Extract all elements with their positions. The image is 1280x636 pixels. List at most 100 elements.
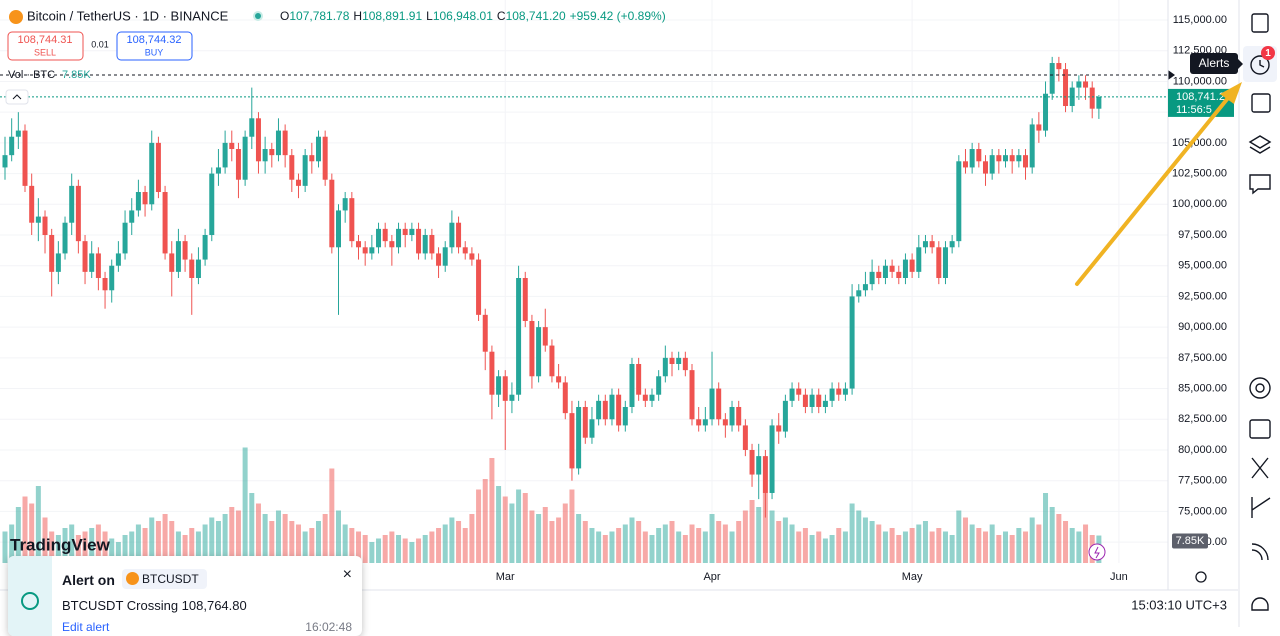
candle-body bbox=[489, 351, 495, 395]
volume-bar bbox=[309, 528, 315, 563]
target-icon[interactable] bbox=[1249, 377, 1271, 399]
volume-bar bbox=[95, 524, 101, 563]
candle-body bbox=[1089, 87, 1095, 109]
buy-button[interactable] bbox=[116, 31, 193, 61]
candle-body bbox=[149, 142, 155, 205]
candle-body bbox=[255, 118, 261, 162]
symbol-title: Bitcoin / TetherUS · 1D · BINANCE bbox=[27, 8, 229, 23]
toast-edit-link[interactable]: Edit alert bbox=[62, 620, 110, 634]
candle-body bbox=[882, 265, 888, 278]
feed-icon[interactable] bbox=[1251, 543, 1269, 561]
candle-body bbox=[175, 241, 181, 272]
ohlc-key: O bbox=[280, 9, 289, 23]
y-tick-label: 85,000.00 bbox=[1178, 382, 1227, 394]
countdown: 11:56:5 bbox=[1176, 104, 1212, 116]
candle-body bbox=[262, 149, 268, 162]
candle-body bbox=[456, 222, 462, 248]
ohlc-value: 108,891.91 bbox=[362, 9, 422, 23]
volume-bar bbox=[829, 535, 835, 563]
volume-pane bbox=[2, 447, 1102, 563]
grid bbox=[0, 0, 1168, 563]
volume-bar bbox=[389, 531, 395, 563]
candle-body bbox=[869, 271, 875, 285]
volume-bar bbox=[169, 521, 175, 563]
volume-bar bbox=[616, 528, 622, 563]
candle-body bbox=[2, 155, 8, 168]
y-tick-label: 90,000.00 bbox=[1178, 321, 1227, 333]
volume-bar bbox=[922, 521, 928, 563]
annotation-arrow bbox=[1075, 96, 1230, 286]
candle-body bbox=[95, 253, 101, 278]
bell-icon[interactable] bbox=[1251, 597, 1269, 611]
volume-bar bbox=[149, 517, 155, 563]
volume-bar bbox=[629, 517, 635, 563]
volume-bar bbox=[956, 510, 962, 563]
volume-bar bbox=[609, 531, 615, 563]
volume-bar bbox=[549, 521, 555, 563]
settings-icon[interactable] bbox=[1195, 571, 1207, 583]
collapse-button[interactable] bbox=[5, 89, 29, 105]
volume-bar bbox=[676, 531, 682, 563]
buy-price: 108,744.32 bbox=[126, 34, 181, 46]
candle-body bbox=[622, 406, 628, 426]
watchlist-icon[interactable] bbox=[1251, 13, 1269, 33]
volume-bar bbox=[929, 531, 935, 563]
volume-bar bbox=[849, 503, 855, 563]
sell-button[interactable] bbox=[7, 31, 84, 61]
toast-symbol[interactable]: BTCUSDT bbox=[122, 569, 207, 589]
candle-body bbox=[589, 419, 595, 438]
candle-body bbox=[1096, 96, 1102, 109]
candle-body bbox=[1003, 155, 1008, 162]
candle-body bbox=[482, 314, 488, 352]
candle-body bbox=[222, 142, 228, 168]
candle-body bbox=[102, 277, 108, 291]
logo: TradingView bbox=[10, 535, 111, 554]
candle-body bbox=[569, 413, 575, 469]
calendar-icon[interactable] bbox=[1249, 419, 1271, 439]
candle-body bbox=[509, 394, 515, 401]
candle-body bbox=[15, 130, 21, 137]
candle-body bbox=[402, 228, 408, 236]
volume-bar bbox=[762, 493, 768, 563]
candle-body bbox=[469, 253, 475, 260]
volume-bar bbox=[462, 528, 468, 563]
lightning-icon[interactable] bbox=[1088, 543, 1106, 561]
candle-body bbox=[796, 388, 802, 395]
volume-bar bbox=[295, 524, 301, 563]
candle-body bbox=[89, 253, 95, 272]
layers-icon[interactable] bbox=[1248, 135, 1272, 154]
candle-body bbox=[842, 388, 848, 395]
volume-bar bbox=[82, 531, 88, 563]
volume-bar bbox=[89, 528, 95, 563]
chat-icon[interactable] bbox=[1249, 174, 1271, 195]
volume-bar bbox=[869, 521, 875, 563]
volume-bar bbox=[382, 535, 388, 563]
candle-body bbox=[342, 198, 348, 211]
volume-bar bbox=[562, 503, 568, 563]
candle-body bbox=[429, 235, 435, 254]
candle-body bbox=[82, 241, 88, 272]
cross-icon[interactable] bbox=[1251, 457, 1269, 479]
volume-bar bbox=[716, 521, 722, 563]
volume-bar bbox=[122, 535, 128, 563]
object-tree-icon[interactable] bbox=[1251, 93, 1271, 113]
volume-bar bbox=[1003, 531, 1008, 563]
toast-close[interactable]: × bbox=[342, 566, 352, 583]
volume-bar bbox=[1056, 514, 1062, 563]
volume-bar bbox=[882, 531, 888, 563]
trend-icon[interactable] bbox=[1251, 497, 1271, 518]
candle-body bbox=[909, 259, 915, 272]
volume-bar bbox=[269, 521, 275, 563]
candle-body bbox=[969, 149, 975, 168]
candle-body bbox=[322, 136, 328, 180]
volume-bar bbox=[482, 479, 488, 563]
candle-body bbox=[249, 118, 255, 137]
volume-bar bbox=[809, 535, 815, 563]
candle-body bbox=[309, 155, 315, 162]
volume-bar bbox=[49, 531, 55, 563]
candle-body bbox=[942, 247, 948, 278]
alerts-icon[interactable] bbox=[1250, 55, 1270, 75]
candle-body bbox=[862, 284, 868, 291]
volume-bar bbox=[569, 489, 575, 563]
candle-body bbox=[549, 345, 555, 377]
